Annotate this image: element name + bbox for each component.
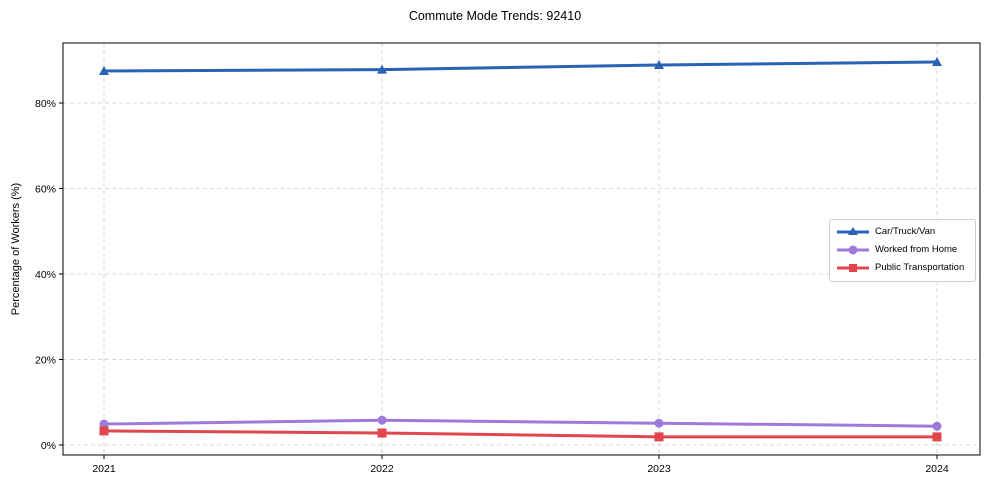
circle-marker-icon	[837, 245, 869, 255]
legend-label: Worked from Home	[875, 244, 958, 255]
x-tick-label: 2024	[925, 463, 949, 475]
plot-frame	[62, 42, 981, 456]
data-point	[99, 426, 109, 436]
legend-label: Car/Truck/Van	[875, 226, 936, 237]
data-point	[377, 64, 387, 74]
data-point	[654, 418, 664, 428]
data-point	[932, 56, 942, 66]
series-line	[103, 60, 938, 73]
y-tick-label: 40%	[35, 269, 56, 281]
series-line	[103, 418, 938, 428]
x-tick-label: 2022	[370, 463, 394, 475]
triangle-marker-icon	[837, 227, 869, 235]
data-point	[932, 432, 942, 442]
chart-title: Commute Mode Trends: 92410	[408, 9, 582, 23]
data-point	[377, 415, 387, 425]
legend-label: Public Transportation	[875, 262, 965, 273]
series-line	[103, 429, 937, 439]
y-tick-label: 20%	[35, 355, 56, 367]
data-point	[654, 59, 664, 69]
y-tick-label: 60%	[35, 184, 56, 196]
data-point	[932, 421, 942, 431]
data-point	[377, 428, 387, 438]
data-point	[99, 65, 109, 75]
x-tick-label: 2021	[92, 463, 116, 475]
legend: Car/Truck/Van Worked from Home Public Tr…	[829, 219, 976, 282]
legend-item-wfh: Worked from Home	[830, 241, 975, 259]
legend-item-public: Public Transportation	[830, 259, 975, 277]
y-axis-label: Percentage of Workers (%)	[10, 183, 22, 315]
y-tick-label: 80%	[35, 98, 56, 110]
square-marker-icon	[837, 264, 869, 272]
data-point	[99, 419, 109, 429]
data-point	[654, 432, 664, 442]
legend-item-car: Car/Truck/Van	[830, 223, 975, 241]
x-tick-label: 2023	[647, 463, 671, 475]
y-tick-label: 0%	[41, 440, 56, 452]
